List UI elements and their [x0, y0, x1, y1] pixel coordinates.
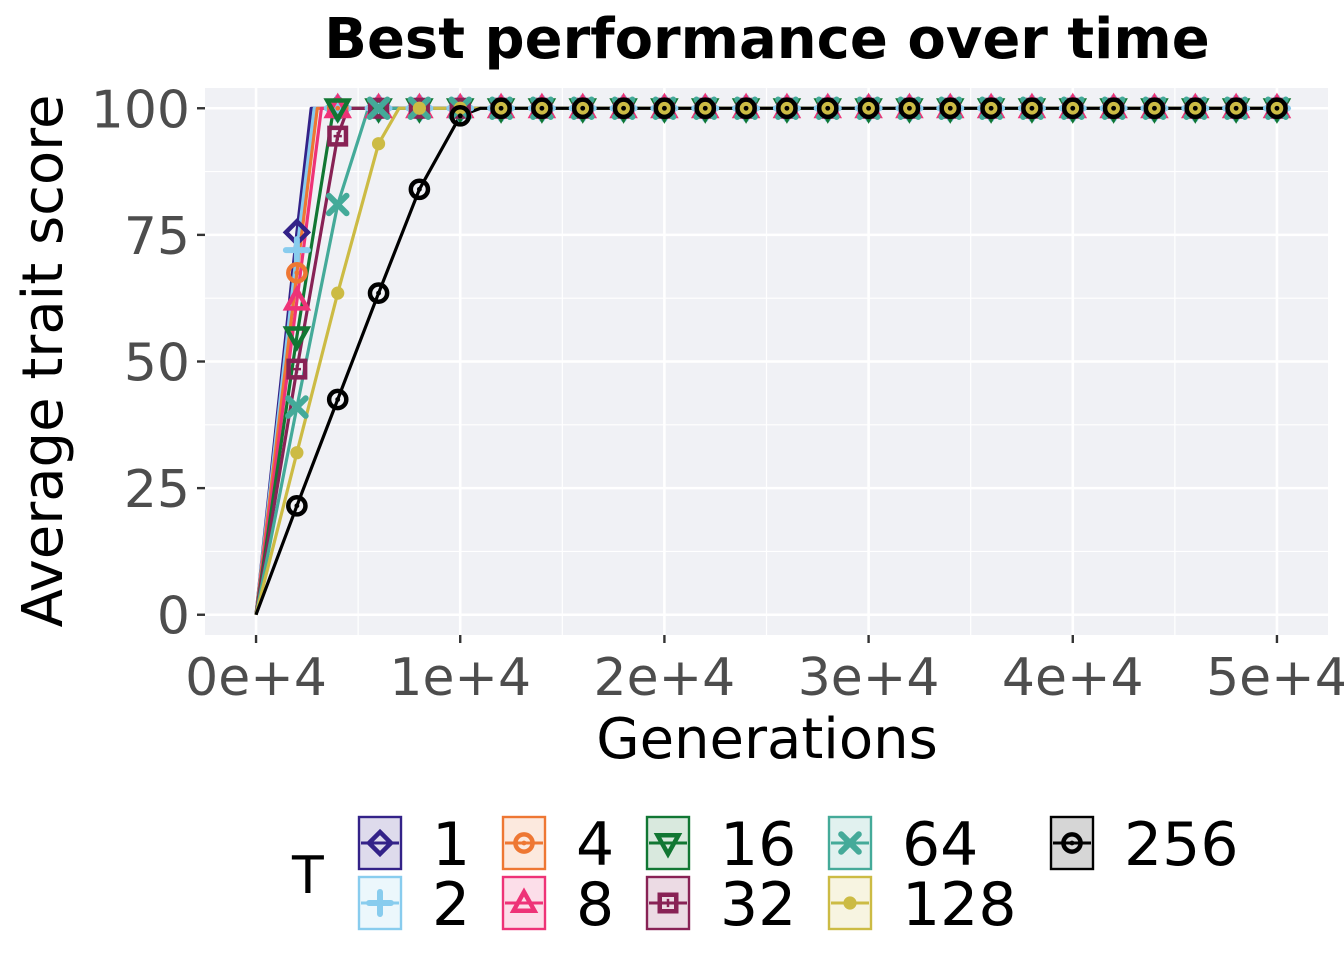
marker-256	[367, 282, 390, 304]
marker-256	[776, 97, 798, 120]
legend-label: 1	[432, 810, 470, 880]
legend-key-marker	[513, 832, 535, 854]
marker-256	[490, 97, 512, 120]
y-tick-label: 75	[124, 207, 190, 267]
marker-256	[1102, 97, 1125, 120]
legend-key-marker	[366, 889, 394, 917]
legend-label: 2	[432, 870, 470, 940]
x-tick-label: 0e+4	[185, 648, 327, 708]
y-tick-label: 50	[124, 334, 190, 394]
x-tick-label: 3e+4	[798, 648, 940, 708]
marker-256	[531, 97, 553, 120]
marker-16	[323, 98, 353, 124]
x-tick-label: 1e+4	[389, 648, 531, 708]
legend-item-64: 64	[827, 810, 978, 880]
x-tick-label: 4e+4	[1002, 648, 1144, 708]
x-tick-labels: 0e+4 1e+4 2e+4 3e+4 4e+4 5e+4	[185, 648, 1344, 708]
legend-label: 64	[902, 810, 978, 880]
marker-256	[1061, 97, 1084, 120]
y-axis-title: Average trait score	[11, 95, 76, 628]
marker-256	[326, 388, 349, 411]
legend-label: 4	[576, 810, 614, 880]
legend-key-marker	[365, 828, 395, 858]
legend-label: 128	[902, 870, 1017, 940]
legend-item-8: 8	[501, 870, 614, 940]
legend-item-2: 2	[357, 870, 470, 940]
marker-4	[286, 262, 308, 284]
marker-256	[1143, 97, 1166, 120]
chart-title: Best performance over time	[324, 7, 1209, 72]
legend-key-marker	[843, 896, 857, 910]
marker-256	[1225, 97, 1247, 120]
marker-64	[285, 395, 309, 419]
marker-256	[653, 97, 676, 120]
marker-8	[282, 285, 312, 311]
marker-256	[980, 97, 1002, 120]
legend-item-16: 16	[645, 810, 796, 880]
x-tick-label: 5e+4	[1206, 648, 1344, 708]
marker-32	[286, 358, 308, 380]
marker-256	[1266, 97, 1288, 120]
y-tick-labels: 0 25 50 75 100	[91, 80, 190, 646]
legend-item-128: 128	[827, 870, 1017, 940]
legend-key-marker	[653, 833, 683, 859]
x-tick-label: 2e+4	[594, 648, 736, 708]
marker-128	[290, 446, 304, 460]
marker-256	[816, 97, 839, 120]
legend-key-marker	[838, 831, 862, 855]
marker-2	[282, 236, 311, 265]
marker-256	[898, 97, 921, 120]
marker-256	[408, 178, 431, 201]
marker-256	[694, 97, 717, 120]
marker-256	[286, 495, 308, 517]
y-tick-label: 100	[91, 80, 190, 140]
marker-128	[412, 101, 426, 115]
legend-item-4: 4	[501, 810, 614, 880]
legend-item-256: 256	[1049, 810, 1239, 880]
marker-256	[857, 97, 880, 120]
series-markers	[282, 92, 1292, 517]
axis-ticks	[197, 107, 1279, 643]
marker-64	[325, 192, 350, 217]
marker-128	[371, 137, 386, 151]
marker-256	[449, 105, 472, 127]
y-tick-label: 0	[157, 587, 190, 647]
marker-256	[612, 97, 635, 120]
marker-256	[1021, 97, 1043, 120]
marker-32	[327, 125, 349, 147]
marker-256	[1184, 97, 1207, 120]
legend-key-marker	[509, 887, 539, 913]
legend-label: 256	[1124, 810, 1239, 880]
marker-256	[939, 97, 962, 120]
legend-label: 8	[576, 870, 614, 940]
legend-item-1: 1	[357, 810, 470, 880]
legend-label: 16	[720, 810, 796, 880]
legend-key-marker	[657, 892, 679, 914]
series-line-256	[254, 106, 1277, 616]
legend-key-marker	[1061, 832, 1083, 854]
legend-title: T	[291, 846, 324, 906]
x-axis-title: Generations	[596, 707, 938, 772]
legend-label: 32	[720, 870, 796, 940]
marker-256	[571, 97, 594, 120]
marker-16	[282, 326, 312, 352]
y-tick-label: 25	[124, 460, 190, 520]
legend-item-32: 32	[645, 870, 796, 940]
marker-256	[735, 97, 757, 120]
marker-128	[331, 286, 345, 300]
marker-64	[366, 96, 391, 121]
